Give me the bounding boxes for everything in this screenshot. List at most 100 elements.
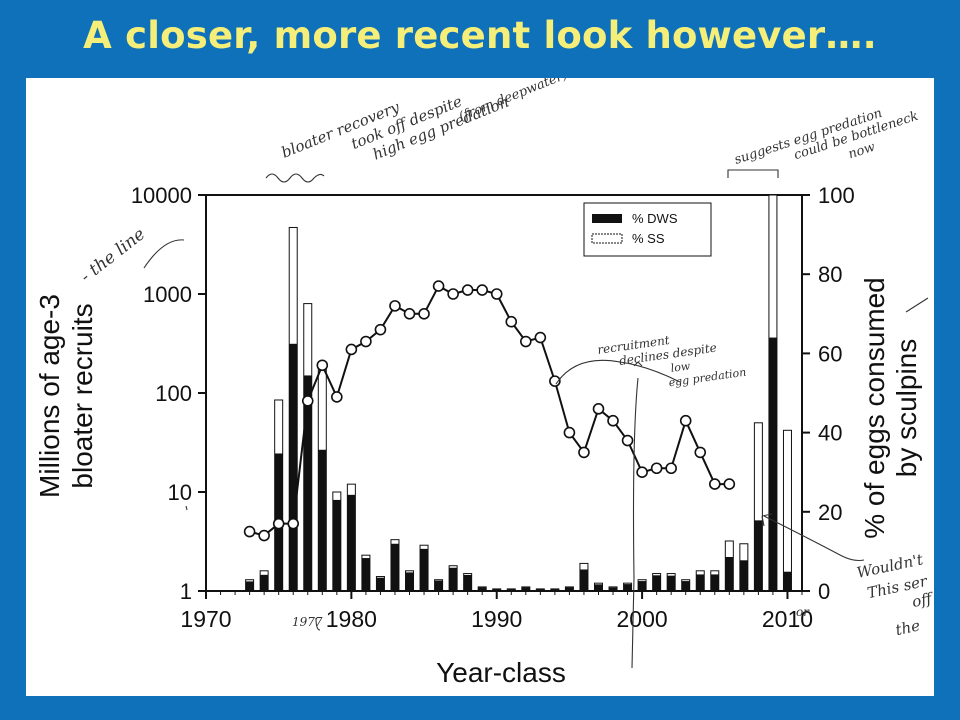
x-tick-label-1970: 1970: [180, 606, 231, 632]
egg-point-1990: [490, 288, 503, 300]
bar-dws-1987: [449, 567, 458, 591]
egg-point-1980: [345, 343, 358, 356]
line-layer: [243, 280, 736, 542]
y-left-tick-label-1: 1: [180, 579, 192, 604]
bar-dws-1990: [492, 589, 501, 591]
y-left-title-line2: bloater recruits: [67, 303, 98, 488]
legend-swatch-ss: [591, 233, 623, 244]
y-left-tick-label-1000: 1000: [143, 282, 192, 307]
bar-dws-1989: [478, 587, 487, 591]
chart-figure: 1 10 100 1000 10000 0 20 40 60 80 100 1970 1980 1990 2…: [26, 78, 934, 696]
note-1977: 1977: [292, 615, 323, 629]
y-right-tick-label-20: 20: [818, 500, 842, 525]
bar-dws-1982: [376, 577, 385, 591]
bar-dws-1980: [347, 494, 356, 591]
y-right-tick-label-60: 60: [818, 341, 842, 366]
egg-point-1996: [578, 446, 590, 459]
egg-point-1975: [272, 517, 285, 530]
egg-point-2005: [708, 478, 721, 490]
bar-dws-1994: [550, 589, 559, 591]
bar-dws-1999: [623, 584, 632, 591]
bar-dws-2000: [638, 581, 647, 591]
y-left-tick-label-100: 100: [155, 381, 192, 406]
bar-dws-2005: [710, 574, 719, 591]
bar-dws-2003: [681, 581, 690, 591]
y-right-title-line2: by sculpins: [891, 339, 922, 478]
egg-point-1995: [563, 426, 576, 439]
egg-point-1985: [418, 308, 430, 320]
bar-dws-2009: [768, 337, 777, 591]
note-bloater-line4: (from deepwater): [457, 78, 570, 125]
bar-dws-2002: [667, 575, 676, 591]
egg-point-1982: [374, 323, 387, 336]
bar-dws-1986: [434, 580, 443, 591]
egg-point-1992: [520, 335, 532, 348]
ticks-layer: 1 10 100 1000 10000 0 20 40 60 80 100 1970 1980 1990 2…: [131, 183, 855, 632]
y-right-title-line1: % of eggs consumed: [859, 277, 890, 539]
note-wouldnt-line5: y: [931, 636, 934, 656]
bar-dws-1983: [390, 543, 399, 591]
y-left-tick-label-10000: 10000: [131, 183, 192, 208]
note-the-line: - the line: [77, 224, 149, 287]
egg-point-1981: [360, 335, 372, 348]
bar-dws-2008: [754, 520, 763, 591]
slide-title: A closer, more recent look however….: [83, 14, 877, 57]
y-left-title-line1: Millions of age-3: [34, 294, 65, 498]
x-tick-label-1980: 1980: [326, 606, 377, 632]
egg-point-1984: [403, 308, 416, 320]
egg-point-2002: [665, 462, 677, 475]
bar-dws-1993: [536, 589, 545, 591]
egg-point-1977: [301, 395, 314, 407]
bar-dws-1995: [565, 587, 574, 591]
bar-dws-1996: [579, 569, 588, 591]
bar-dws-1979: [332, 499, 341, 591]
egg-point-2001: [650, 462, 663, 475]
y-right-tick-label-80: 80: [818, 262, 842, 287]
bar-dws-1991: [507, 589, 516, 591]
bar-dws-1997: [594, 584, 603, 591]
egg-point-1974: [258, 529, 270, 542]
egg-point-1991: [505, 315, 518, 328]
x-tick-label-2000: 2000: [617, 606, 668, 632]
bar-dws-1974: [260, 574, 269, 591]
bar-dws-2010: [783, 571, 792, 591]
egg-point-2004: [694, 446, 707, 459]
legend-label-ss: % SS: [632, 231, 665, 246]
note-wouldnt-line3: off: [910, 589, 934, 611]
bar-dws-1973: [245, 581, 254, 591]
x-tick-label-2010: 2010: [762, 606, 813, 632]
x-tick-label-1990: 1990: [471, 606, 522, 632]
egg-point-2006: [723, 478, 736, 490]
x-axis-title: Year-class: [436, 657, 566, 688]
egg-point-1983: [389, 300, 401, 312]
egg-consumption-line: [249, 284, 730, 537]
y-right-tick-label-0: 0: [818, 579, 830, 604]
bar-ss-2010: [782, 429, 792, 592]
egg-point-1973: [243, 525, 256, 538]
egg-point-2003: [679, 414, 692, 427]
y-right-tick-label-40: 40: [818, 421, 842, 446]
bar-dws-1992: [521, 587, 530, 591]
y-right-tick-label-100: 100: [818, 183, 855, 208]
egg-point-1986: [432, 280, 445, 292]
bar-dws-1976: [289, 343, 298, 591]
egg-point-1999: [621, 434, 634, 447]
legend-box: [583, 202, 712, 257]
egg-point-1978: [316, 359, 329, 372]
bar-dws-1977: [303, 375, 312, 591]
egg-point-1993: [534, 331, 547, 344]
bar-dws-2001: [652, 575, 661, 591]
bar-dws-1988: [463, 574, 472, 591]
egg-point-2000: [636, 466, 648, 479]
y-left-tick-label-10: 10: [168, 480, 192, 505]
egg-point-1994: [549, 375, 561, 387]
bar-dws-2007: [739, 560, 748, 591]
bar-dws-1985: [420, 548, 429, 591]
egg-point-1997: [592, 403, 605, 415]
bar-dws-1981: [361, 558, 370, 591]
bar-dws-2004: [696, 574, 705, 591]
bar-dws-1998: [609, 587, 618, 591]
bar-dws-1984: [405, 572, 414, 591]
egg-point-1988: [461, 284, 474, 296]
egg-point-1987: [447, 288, 459, 300]
